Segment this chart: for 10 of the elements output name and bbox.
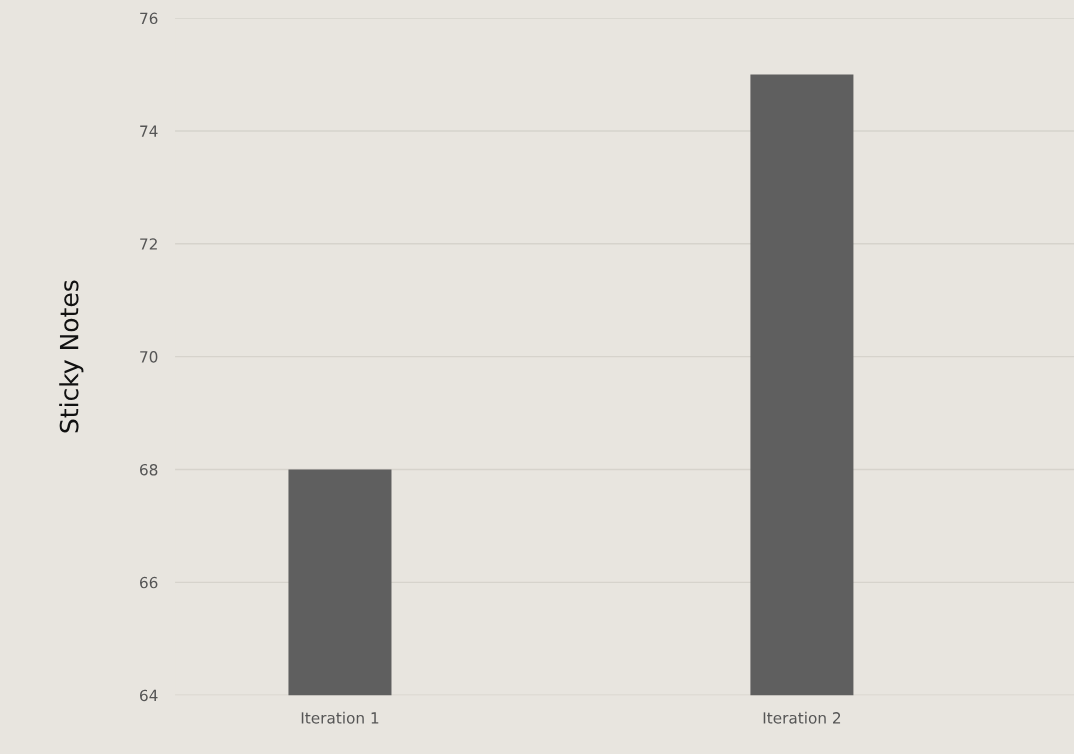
- y-tick-label: 66: [140, 576, 158, 589]
- y-tick-label: 64: [140, 689, 158, 702]
- y-tick-label: 74: [140, 125, 158, 137]
- x-tick-label: Iteration 1: [301, 711, 379, 724]
- x-tick-label: Iteration 2: [763, 711, 841, 724]
- y-tick-label: 70: [140, 351, 158, 363]
- y-tick-label: 76: [140, 12, 158, 25]
- y-axis-title: Sticky Notes: [59, 280, 84, 433]
- y-tick-label: 72: [140, 238, 157, 250]
- y-tick-label: 68: [140, 463, 158, 476]
